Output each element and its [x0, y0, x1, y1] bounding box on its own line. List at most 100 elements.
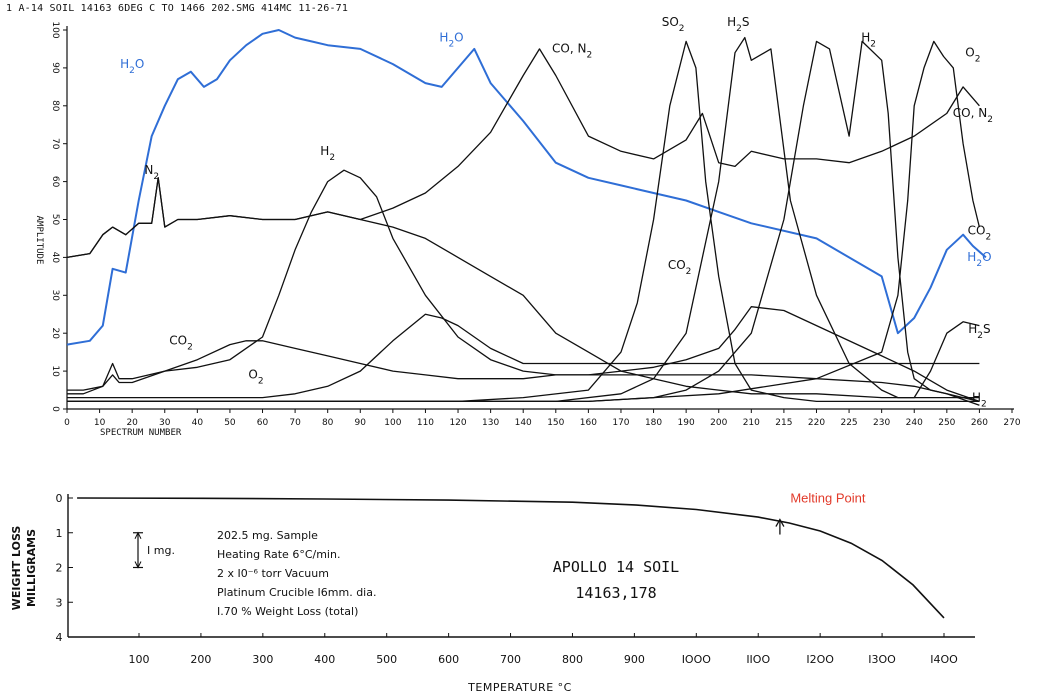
y-axis-title: AMPLITUDE: [34, 216, 44, 265]
x-tick-label: 20: [126, 418, 138, 428]
y-tick-label: 10: [50, 365, 60, 377]
x-tick-label: 120: [449, 418, 466, 428]
x-tick-label: 170: [612, 418, 629, 428]
series-line-n2: [66, 177, 980, 399]
weight-loss-chart: 0 1 2 3 4 100 200 300 400 500 600 700 800 900 IOOO IIOO…: [10, 491, 975, 694]
annotation-h2o: H2O: [967, 250, 991, 269]
sample-info-line: Platinum Crucible I6mm. dia.: [217, 586, 376, 599]
annotation-so2: SO2: [662, 15, 685, 34]
x-tick-label: IOOO: [682, 653, 712, 666]
x-tick-label: 200: [710, 418, 727, 428]
x-tick-label: 150: [547, 418, 564, 428]
x-tick-label: I2OO: [806, 653, 834, 666]
x-tick-label: 50: [224, 418, 236, 428]
x-tick-label: 40: [192, 418, 204, 428]
y-axis-title-line1: WEIGHT LOSS: [10, 526, 23, 611]
figure-header: 1 A-14 SOIL 14163 6DEG C TO 1466 202.SMG…: [6, 3, 349, 14]
x-tick-label: 70: [289, 418, 301, 428]
y-tick-label: 0: [50, 406, 60, 412]
series-line-h2o: [66, 29, 987, 346]
x-tick-label: 250: [938, 418, 955, 428]
y-axis-title-line2: MILLIGRAMS: [25, 529, 38, 607]
series-line-h2-high-temperature: [67, 40, 980, 403]
x-axis-title: TEMPERATURE °C: [467, 681, 572, 694]
y-tick-label: 40: [50, 252, 60, 264]
scale-bar-arrow: [134, 531, 142, 539]
annotation-h2: H2: [320, 144, 335, 163]
y-tick-label: 1: [56, 527, 63, 540]
x-tick-label: 130: [482, 418, 499, 428]
melting-point-label: Melting Point: [790, 491, 866, 506]
x-tick-label: 190: [678, 418, 695, 428]
x-tick-label: 90: [355, 418, 367, 428]
annotation-co-n2: CO, N2: [953, 106, 993, 125]
x-tick-label: 300: [252, 653, 273, 666]
y-tick-label: 0: [56, 492, 63, 505]
series-line-co-n2: [66, 48, 980, 259]
scale-bar-arrow: [134, 561, 142, 569]
y-tick-label: 60: [50, 176, 60, 188]
x-tick-label: 30: [159, 418, 171, 428]
x-tick-label: 270: [1003, 418, 1020, 428]
x-tick-label: 10: [94, 418, 106, 428]
x-tick-label: I3OO: [868, 653, 896, 666]
chart-subtitle: 14163,178: [575, 584, 656, 602]
x-tick-label: 700: [500, 653, 521, 666]
series-line-o2-co2-high-temperature: [67, 40, 981, 403]
y-tick-label: 50: [50, 214, 60, 226]
series-line-co2: [67, 306, 980, 403]
annotation-co-n2: CO, N2: [552, 42, 592, 61]
x-tick-label: 100: [384, 418, 401, 428]
y-tick-label: 2: [56, 562, 63, 575]
annotation-co2: CO2: [968, 224, 992, 243]
x-tick-label: 220: [808, 418, 825, 428]
annotation-o2: O2: [248, 368, 263, 387]
x-tick-label: 900: [624, 653, 645, 666]
annotation-n2: N2: [144, 163, 159, 182]
chart-title: APOLLO 14 SOIL: [553, 558, 679, 576]
series-line-h2: [67, 169, 980, 406]
x-tick-label: IIOO: [746, 653, 770, 666]
annotation-h2s: H2S: [968, 322, 990, 341]
x-tick-label: 0: [64, 418, 70, 428]
annotation-h2: H2: [972, 390, 987, 409]
x-tick-label: 240: [906, 418, 923, 428]
y-tick-label: 3: [56, 596, 63, 609]
x-tick-label: 160: [580, 418, 597, 428]
x-tick-label: 210: [743, 418, 760, 428]
annotation-h2: H2: [861, 30, 876, 49]
annotation-co2: CO2: [668, 258, 692, 277]
sample-info-line: I.70 % Weight Loss (total): [217, 605, 358, 618]
x-axis-title: SPECTRUM NUMBER: [100, 428, 182, 438]
x-tick-label: 600: [438, 653, 459, 666]
annotation-h2o: H2O: [439, 30, 463, 49]
x-tick-label: I4OO: [930, 653, 958, 666]
melting-point-arrowhead: [775, 518, 785, 527]
series-line-h2s: [67, 36, 980, 403]
x-tick-label: 500: [376, 653, 397, 666]
x-tick-label: 260: [971, 418, 988, 428]
scale-bar-label: I mg.: [147, 544, 175, 557]
x-tick-label: 225: [840, 418, 857, 428]
x-tick-label: 230: [873, 418, 890, 428]
annotation-h2s: H2S: [727, 15, 749, 34]
y-tick-label: 80: [50, 100, 60, 112]
x-tick-label: 180: [645, 418, 662, 428]
spectrum-chart: 0 10 20 30 40 50 60 70 80 90 100 110 120 130 140 150 160…: [34, 15, 1021, 438]
x-tick-label: 60: [257, 418, 269, 428]
x-tick-label: 140: [515, 418, 532, 428]
x-tick-label: 400: [314, 653, 335, 666]
x-tick-label: 100: [129, 653, 150, 666]
y-tick-label: 30: [50, 290, 60, 302]
sample-info-line: 2 x I0⁻⁶ torr Vacuum: [217, 567, 329, 580]
annotation-co2: CO2: [169, 334, 193, 353]
annotation-o2: O2: [965, 46, 980, 65]
series-line-weight-loss: [77, 497, 945, 619]
x-tick-label: 215: [775, 418, 792, 428]
sample-info-line: Heating Rate 6°C/min.: [217, 548, 340, 561]
series-line-o2: [67, 313, 980, 399]
sample-info-line: 202.5 mg. Sample: [217, 529, 318, 542]
y-tick-label: 100: [50, 21, 60, 38]
x-tick-label: 200: [190, 653, 211, 666]
